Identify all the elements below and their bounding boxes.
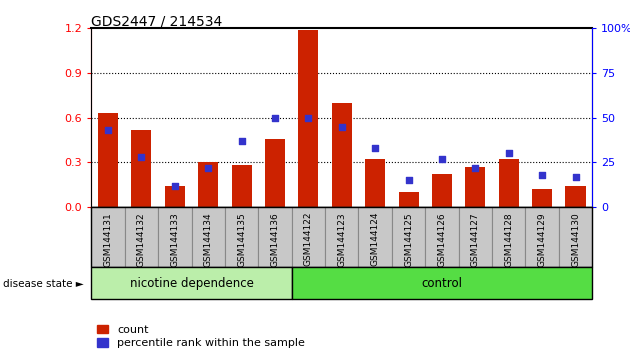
Bar: [525, 207, 559, 267]
Text: GSM144124: GSM144124: [370, 212, 380, 267]
Bar: [232, 165, 251, 207]
Bar: [392, 207, 425, 267]
Bar: [559, 207, 592, 267]
Bar: [198, 162, 218, 207]
Bar: [358, 207, 392, 267]
Text: GSM144122: GSM144122: [304, 212, 313, 267]
Text: GSM144129: GSM144129: [537, 212, 547, 267]
Bar: [158, 207, 192, 267]
Bar: [466, 167, 485, 207]
Bar: [532, 189, 552, 207]
Text: GSM144123: GSM144123: [337, 212, 346, 267]
Point: [169, 183, 180, 188]
Point: [237, 138, 247, 144]
Bar: [432, 174, 452, 207]
Bar: [91, 267, 292, 299]
Bar: [425, 207, 459, 267]
Text: GSM144134: GSM144134: [203, 212, 213, 267]
Bar: [292, 267, 592, 299]
Point: [437, 156, 447, 162]
Point: [504, 151, 514, 156]
Bar: [225, 207, 258, 267]
Point: [571, 174, 581, 179]
Bar: [265, 138, 285, 207]
Text: disease state ►: disease state ►: [3, 279, 84, 289]
Point: [537, 172, 547, 178]
Text: GSM144130: GSM144130: [571, 212, 580, 267]
Text: control: control: [421, 277, 462, 290]
Bar: [91, 207, 125, 267]
Bar: [125, 207, 158, 267]
Text: GSM144128: GSM144128: [504, 212, 513, 267]
Text: GSM144131: GSM144131: [103, 212, 113, 267]
Bar: [459, 207, 492, 267]
Legend: count, percentile rank within the sample: count, percentile rank within the sample: [97, 325, 305, 348]
Text: GSM144125: GSM144125: [404, 212, 413, 267]
Point: [403, 177, 413, 183]
Text: GSM144132: GSM144132: [137, 212, 146, 267]
Bar: [98, 113, 118, 207]
Text: GSM144136: GSM144136: [270, 212, 280, 267]
Point: [470, 165, 481, 171]
Bar: [192, 207, 225, 267]
Bar: [399, 192, 418, 207]
Text: GSM144135: GSM144135: [237, 212, 246, 267]
Text: GSM144126: GSM144126: [437, 212, 447, 267]
Bar: [566, 186, 585, 207]
Bar: [499, 159, 518, 207]
Point: [304, 115, 314, 121]
Bar: [299, 30, 318, 207]
Bar: [165, 186, 185, 207]
Point: [103, 127, 113, 133]
Point: [203, 165, 213, 171]
Bar: [258, 207, 292, 267]
Bar: [132, 130, 151, 207]
Text: GDS2447 / 214534: GDS2447 / 214534: [91, 15, 222, 29]
Text: nicotine dependence: nicotine dependence: [130, 277, 253, 290]
Bar: [325, 207, 358, 267]
Bar: [332, 103, 352, 207]
Bar: [492, 207, 525, 267]
Point: [270, 115, 280, 121]
Bar: [292, 207, 325, 267]
Text: GSM144127: GSM144127: [471, 212, 480, 267]
Point: [336, 124, 346, 130]
Text: GSM144133: GSM144133: [170, 212, 180, 267]
Point: [370, 145, 380, 151]
Bar: [365, 159, 385, 207]
Point: [136, 154, 146, 160]
